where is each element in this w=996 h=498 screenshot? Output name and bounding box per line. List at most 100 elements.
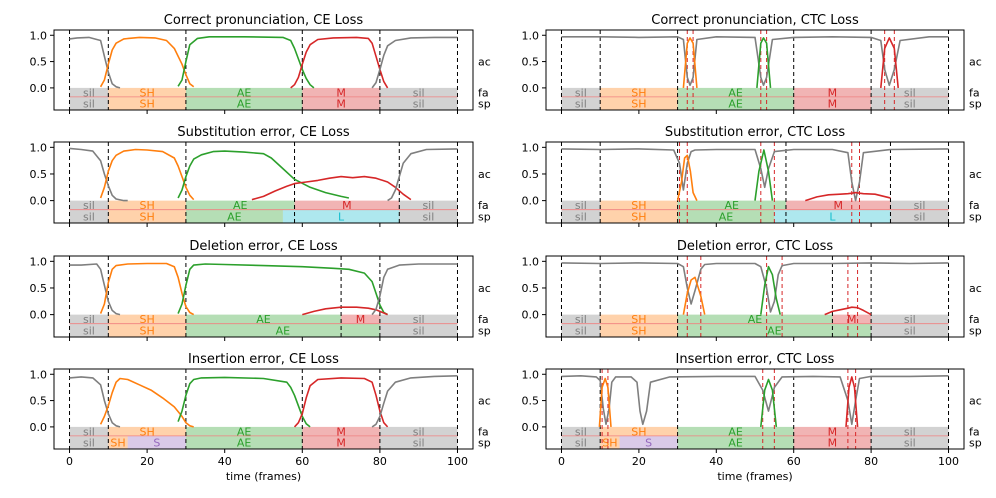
sp-segment [379, 96, 458, 110]
fa-segment-label: sil [83, 199, 95, 212]
panel-title: Substitution error, CTC Loss [665, 125, 846, 140]
sp-segment [69, 209, 109, 223]
sp-segment-label: sil [83, 210, 95, 223]
y-tick-label: 0.0 [30, 421, 48, 434]
sp-segment [871, 323, 949, 337]
fa-segment-label: sil [575, 425, 587, 438]
fa-segment-label: AE [748, 313, 763, 326]
sp-segment-label: M [336, 436, 346, 449]
axes-frame [545, 141, 965, 224]
axes-frame [53, 141, 474, 224]
sp-segment [561, 323, 601, 337]
panel-title: Substitution error, CE Loss [177, 125, 349, 140]
panel-title: Deletion error, CTC Loss [677, 239, 834, 254]
sp-segment [69, 323, 109, 337]
x-tick-label: 100 [938, 455, 959, 468]
series-line-M [290, 36, 389, 89]
sp-segment [793, 435, 872, 449]
series-line-M [302, 306, 388, 316]
series-line-AE [756, 37, 772, 88]
sp-segment-label: AE [719, 210, 734, 223]
sp-segment-label: sil [413, 324, 425, 337]
sp-segment-label: SH [631, 97, 646, 110]
row-label-sp: sp [969, 324, 982, 337]
sp-segment-label: L [338, 210, 345, 223]
sp-segment [561, 435, 601, 449]
sp-segment-label: AE [227, 210, 242, 223]
axes-frame [53, 29, 474, 111]
sp-segment [600, 96, 678, 110]
sp-segment [399, 209, 458, 223]
fa-segment [69, 200, 109, 210]
series-line-AE [177, 150, 350, 199]
series-line-SH [99, 377, 194, 428]
sp-segment-label: AE [728, 97, 743, 110]
row-label-fa: fa [478, 86, 489, 99]
x-tick-label: 60 [787, 455, 801, 468]
fa-segment [677, 200, 786, 210]
series-line-SH [682, 276, 706, 315]
fa-segment [793, 426, 872, 436]
sp-segment [69, 96, 109, 110]
sp-segment-label: SH [110, 436, 125, 449]
series-line-SH [682, 37, 698, 88]
sp-segment-label: L [829, 210, 836, 223]
y-tick-label: 0.0 [522, 421, 540, 434]
series-line-AE [177, 376, 311, 428]
series-line-sil [69, 36, 121, 89]
sp-segment [677, 96, 794, 110]
series-line-M [293, 377, 389, 428]
y-tick-label: 0.0 [522, 82, 540, 95]
fa-segment [341, 314, 380, 324]
y-tick-label: 1.0 [30, 255, 48, 268]
sp-segment [282, 209, 400, 223]
fa-segment [185, 426, 303, 436]
sp-segment [108, 209, 186, 223]
sp-segment-label: sil [83, 324, 95, 337]
sp-segment [890, 209, 949, 223]
fa-segment [185, 314, 342, 324]
y-tick-label: 0.5 [30, 395, 48, 408]
fa-segment-label: sil [904, 425, 916, 438]
y-tick-label: 0.0 [30, 82, 48, 95]
x-tick-label: 40 [709, 455, 723, 468]
sp-segment-label: S [645, 436, 652, 449]
fa-segment [379, 314, 458, 324]
sp-segment [677, 435, 794, 449]
sp-segment-label: sil [575, 324, 587, 337]
axes-frame [545, 368, 965, 450]
panel-title: Deletion error, CE Loss [189, 239, 338, 254]
panel-title: Correct pronunciation, CTC Loss [651, 13, 859, 28]
sp-segment-label: sil [83, 97, 95, 110]
fa-segment [108, 200, 186, 210]
row-label-ac: ac [969, 168, 982, 181]
axes-frame [53, 255, 474, 338]
series-line-M [805, 191, 891, 202]
sp-segment-label: M [828, 97, 838, 110]
fa-segment-label: AE [728, 86, 743, 99]
sp-segment-label: M [828, 436, 838, 449]
sp-segment [379, 435, 458, 449]
series-line-sil [371, 375, 458, 428]
fa-segment-label: sil [413, 425, 425, 438]
series-line-sil [69, 263, 121, 316]
y-tick-label: 0.5 [522, 56, 540, 69]
row-label-fa: fa [969, 199, 980, 212]
series-line-AE [760, 265, 781, 315]
sp-segment [600, 209, 678, 223]
fa-segment [108, 87, 186, 97]
y-tick-label: 1.0 [522, 29, 540, 42]
fa-segment-label: AE [728, 425, 743, 438]
fa-segment [561, 426, 601, 436]
row-label-fa: fa [478, 425, 489, 438]
sp-segment-label: sil [914, 210, 926, 223]
sp-segment-label: SH [631, 324, 646, 337]
row-label-sp: sp [478, 97, 491, 110]
sp-segment [774, 209, 891, 223]
